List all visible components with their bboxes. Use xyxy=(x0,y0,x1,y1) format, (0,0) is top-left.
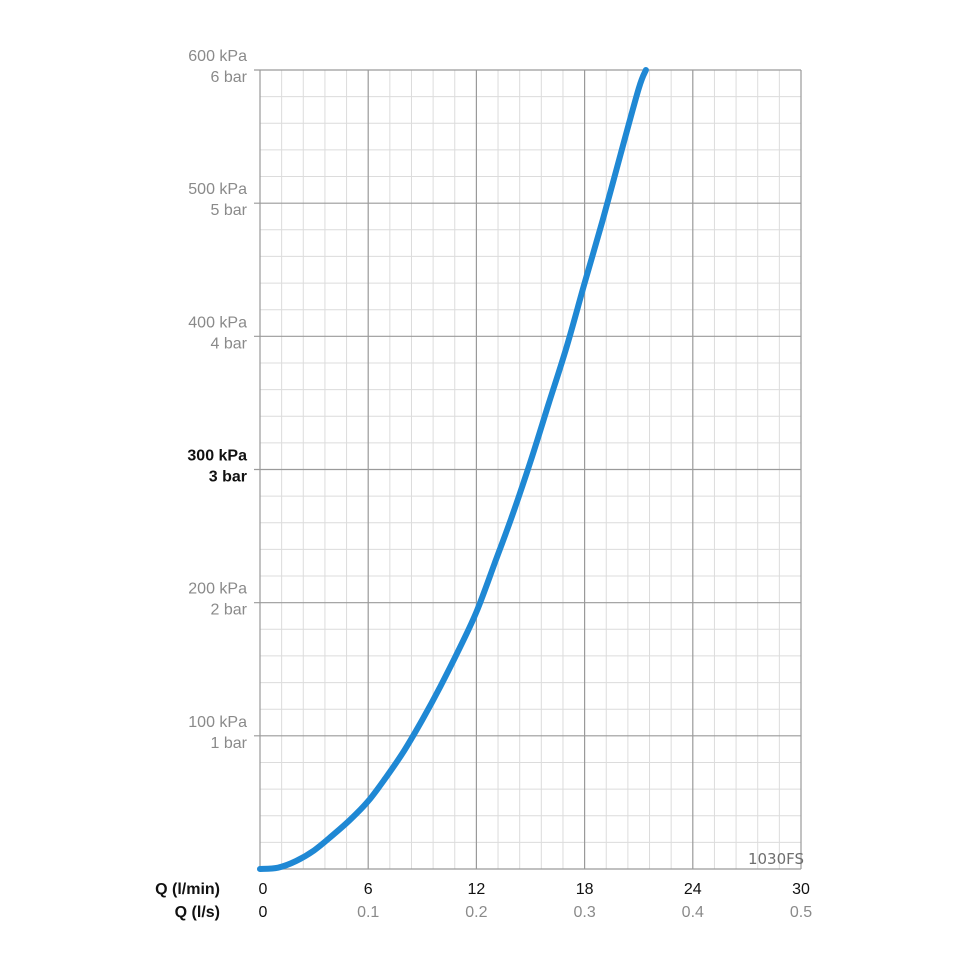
major-grid xyxy=(254,69,802,870)
x-tick-label-ls: 0 xyxy=(259,904,268,921)
y-tick-label-kpa: 300 kPa xyxy=(187,448,247,465)
y-tick-label-kpa: 600 kPa xyxy=(188,48,247,65)
model-label: 1030FS xyxy=(748,850,804,868)
x-tick-label-lmin: 18 xyxy=(576,881,594,898)
pressure-flow-curve xyxy=(257,67,649,872)
y-tick-label-kpa: 200 kPa xyxy=(188,581,247,598)
x-tick-label-ls: 0.4 xyxy=(682,904,704,921)
curve-layer xyxy=(257,67,649,872)
y-tick-label-bar: 4 bar xyxy=(211,335,248,352)
x-tick-label-ls: 0.1 xyxy=(357,904,379,921)
x-tick-label-lmin: 24 xyxy=(684,881,702,898)
x-axis-tick-labels: 0 6 12 18 24 30 0 0.1 0.2 0.3 0.4 0.5 xyxy=(259,881,813,921)
y-tick-label-bar: 3 bar xyxy=(209,469,247,486)
y-tick-label-bar: 1 bar xyxy=(211,735,248,752)
y-tick-label-kpa: 500 kPa xyxy=(188,181,247,198)
x-tick-label-lmin: 6 xyxy=(364,881,373,898)
x-tick-label-ls: 0.2 xyxy=(465,904,487,921)
x-tick-label-ls: 0.3 xyxy=(573,904,595,921)
y-axis-tick-labels: 100 kPa 1 bar 200 kPa 2 bar 300 kPa 3 bar 400 … xyxy=(187,48,247,752)
x-tick-label-ls: 0.5 xyxy=(790,904,812,921)
x-axis-label-ls: Q (l/s) xyxy=(175,904,220,921)
y-tick-label-kpa: 400 kPa xyxy=(188,314,247,331)
y-tick-label-bar: 6 bar xyxy=(211,69,248,86)
y-tick-label-bar: 2 bar xyxy=(211,602,248,619)
x-axis-label-lmin: Q (l/min) xyxy=(155,881,220,898)
x-tick-label-lmin: 30 xyxy=(792,881,810,898)
x-tick-label-lmin: 12 xyxy=(468,881,486,898)
y-tick-label-kpa: 100 kPa xyxy=(188,714,247,731)
y-tick-label-bar: 5 bar xyxy=(211,202,248,219)
x-tick-label-lmin: 0 xyxy=(259,881,268,898)
